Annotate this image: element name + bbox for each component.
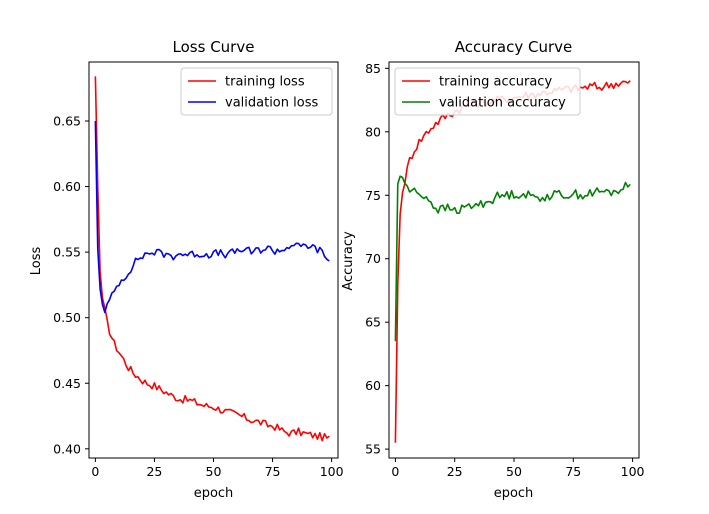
loss-plot-area: 0 25 50 75 100 0.40 0.45 0.50 0.55 0.60 0.65 traini… [53, 61, 344, 479]
accuracy-y-axis-label: Accuracy [341, 231, 356, 291]
loss-x-tick-label: 25 [146, 464, 162, 479]
loss-legend: training loss validation loss [180, 67, 333, 116]
accuracy-y-tick-label: 65 [365, 315, 381, 330]
loss-legend-label: training loss [225, 75, 305, 90]
loss-x-tick-label: 100 [320, 464, 344, 479]
loss-chart: Loss Curve 0 25 50 75 100 0.40 0.45 0.50 0.55 0.6… [29, 38, 344, 501]
accuracy-x-tick-label: 100 [621, 464, 645, 479]
accuracy-x-tick-label: 75 [565, 464, 581, 479]
loss-y-tick-label: 0.45 [53, 376, 81, 391]
accuracy-chart-title: Accuracy Curve [455, 38, 573, 56]
loss-chart-title: Loss Curve [173, 38, 255, 56]
accuracy-legend-label: validation accuracy [439, 96, 566, 111]
accuracy-y-tick-label: 60 [365, 378, 381, 393]
accuracy-y-tick-label: 85 [365, 61, 381, 76]
accuracy-legend: training accuracy validation accuracy [394, 67, 581, 116]
loss-legend-box [180, 67, 333, 116]
loss-y-axis-label: Loss [29, 247, 44, 276]
loss-y-tick-label: 0.40 [53, 441, 81, 456]
loss-series-line-validation [94, 120, 330, 314]
loss-legend-label: validation loss [225, 96, 318, 111]
accuracy-x-axis-label: epoch [494, 486, 534, 501]
accuracy-x-tick-label: 0 [391, 464, 399, 479]
loss-y-tick-label: 0.65 [53, 114, 81, 129]
accuracy-series-line-validation [394, 175, 631, 342]
accuracy-y-tick-label: 70 [365, 251, 381, 266]
accuracy-chart: Accuracy Curve 0 25 50 75 100 55 60 65 70 75 80 85 t… [341, 38, 645, 501]
accuracy-y-tick-label: 75 [365, 188, 381, 203]
loss-y-tick-label: 0.55 [53, 245, 81, 260]
loss-series-line-training [94, 76, 330, 442]
loss-y-tick-label: 0.50 [53, 310, 81, 325]
loss-x-tick-label: 0 [91, 464, 99, 479]
accuracy-y-tick-label: 80 [365, 124, 381, 139]
loss-x-tick-label: 75 [265, 464, 281, 479]
accuracy-legend-box [394, 67, 581, 116]
accuracy-plot-area: 0 25 50 75 100 55 60 65 70 75 80 85 training accurac… [365, 61, 644, 479]
accuracy-y-tick-label: 55 [365, 442, 381, 457]
accuracy-legend-label: training accuracy [439, 75, 552, 90]
accuracy-x-tick-label: 25 [447, 464, 463, 479]
loss-x-axis-label: epoch [194, 486, 234, 501]
loss-x-tick-label: 50 [206, 464, 222, 479]
accuracy-x-tick-label: 50 [506, 464, 522, 479]
loss-y-tick-label: 0.60 [53, 179, 81, 194]
